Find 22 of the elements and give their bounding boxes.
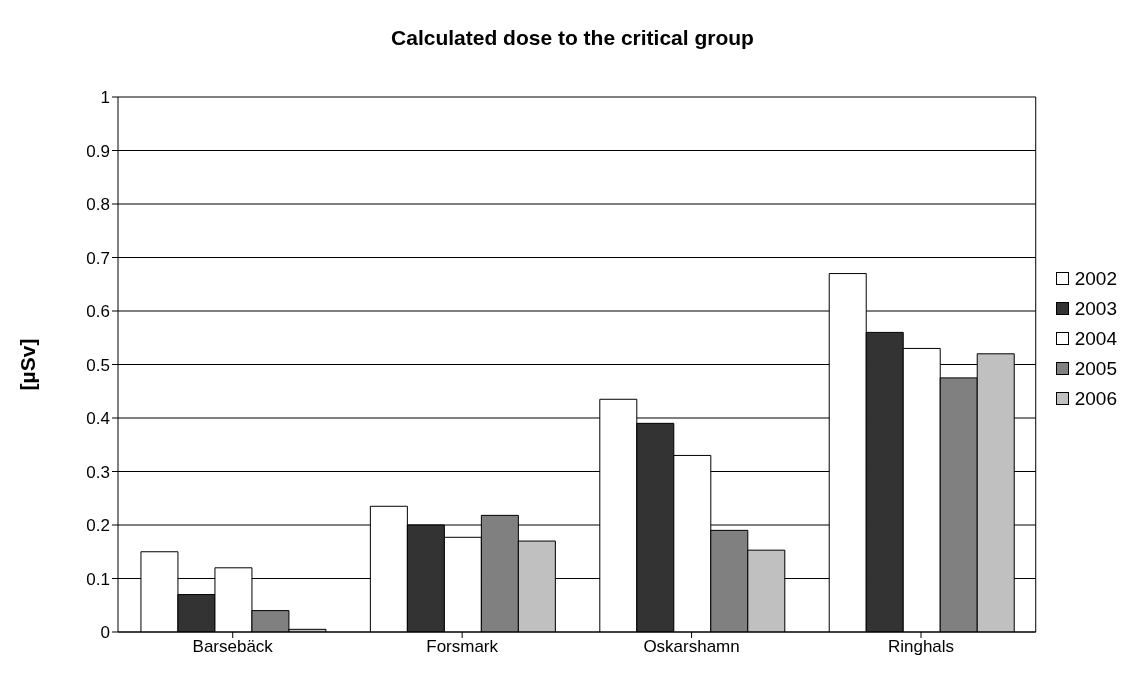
legend-label: 2003 <box>1074 297 1117 320</box>
y-tick-label: 0.1 <box>86 569 110 589</box>
y-tick-label: 0.5 <box>86 355 110 375</box>
y-tick-label: 0 <box>100 623 110 643</box>
y-tick-label: 0.3 <box>86 462 110 482</box>
x-tick-label: Forsmark <box>426 637 499 657</box>
y-tick-label: 0.4 <box>86 409 110 429</box>
x-tick-label: Oskarshamn <box>643 637 740 657</box>
y-tick-label: 0.7 <box>86 248 110 268</box>
legend-label: 2005 <box>1074 357 1117 380</box>
y-tick-label: 0.6 <box>86 302 110 322</box>
x-tick-label: Ringhals <box>887 637 955 657</box>
y-tick-label: 0.9 <box>86 141 110 161</box>
y-tick-label: 0.8 <box>86 195 110 215</box>
y-tick-label: 1 <box>100 88 110 108</box>
y-tick-label: 0.2 <box>86 516 110 536</box>
y-axis-title: [µSv] <box>16 338 40 391</box>
legend-label: 2002 <box>1074 267 1117 290</box>
legend-label: 2004 <box>1074 327 1117 350</box>
legend-label: 2006 <box>1074 387 1117 410</box>
x-tick-label: Barsebäck <box>192 637 274 657</box>
chart-title: Calculated dose to the critical group <box>390 26 755 50</box>
